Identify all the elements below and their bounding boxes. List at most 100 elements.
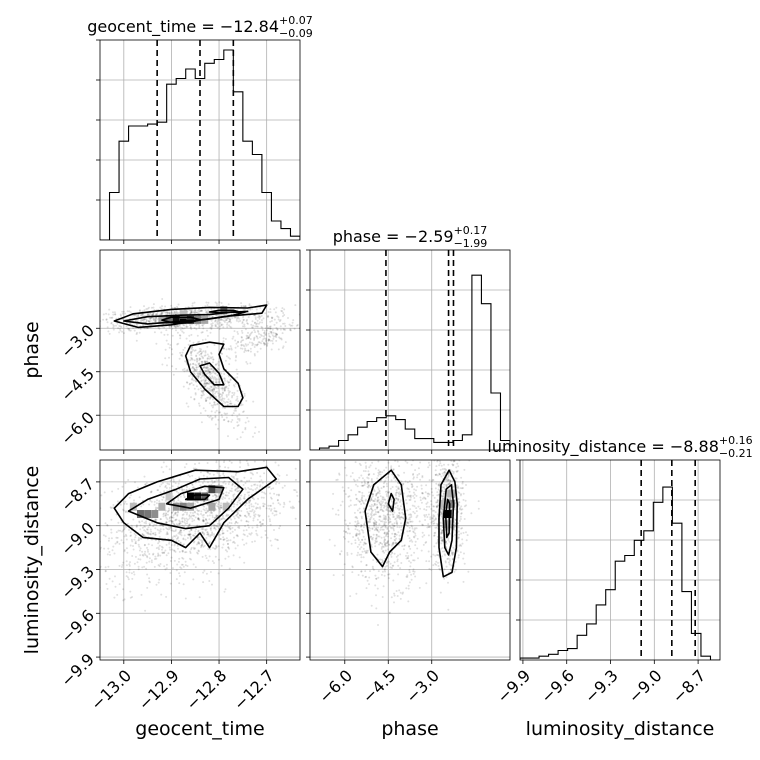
sample-point bbox=[217, 418, 220, 421]
sample-point bbox=[222, 515, 225, 518]
sample-point bbox=[228, 348, 231, 351]
sample-point bbox=[425, 509, 428, 511]
sample-point bbox=[244, 487, 247, 489]
sample-point bbox=[398, 508, 401, 511]
sample-point bbox=[92, 324, 94, 326]
sample-point bbox=[183, 324, 186, 327]
sample-point bbox=[232, 412, 235, 415]
sample-point bbox=[448, 481, 451, 484]
sample-point bbox=[253, 460, 256, 463]
sample-point bbox=[367, 515, 370, 518]
sample-point bbox=[202, 379, 205, 381]
sample-point bbox=[111, 316, 114, 319]
sample-point bbox=[267, 302, 270, 305]
sample-point bbox=[123, 598, 126, 601]
sample-point bbox=[271, 342, 274, 345]
sample-point bbox=[397, 516, 400, 519]
sample-point bbox=[179, 324, 181, 326]
sample-point bbox=[199, 350, 202, 353]
sample-point bbox=[397, 499, 400, 502]
sample-point bbox=[173, 310, 176, 313]
sample-point bbox=[433, 532, 436, 535]
sample-point bbox=[199, 484, 202, 487]
sample-point bbox=[183, 495, 186, 498]
sample-point bbox=[295, 491, 298, 494]
sample-point bbox=[450, 430, 452, 432]
sample-point bbox=[452, 546, 455, 549]
sample-point bbox=[436, 505, 439, 508]
sample-point bbox=[257, 341, 260, 344]
sample-point bbox=[127, 328, 130, 331]
sample-point bbox=[139, 537, 142, 540]
sample-point bbox=[203, 505, 206, 508]
sample-point bbox=[196, 312, 199, 315]
sample-point bbox=[283, 503, 286, 506]
sample-point bbox=[375, 541, 377, 543]
sample-point bbox=[236, 395, 239, 398]
sample-point bbox=[178, 575, 181, 577]
sample-point bbox=[176, 524, 179, 527]
sample-point bbox=[205, 366, 208, 369]
sample-point bbox=[154, 518, 157, 521]
sample-point bbox=[378, 471, 381, 474]
sample-point bbox=[175, 311, 178, 314]
sample-point bbox=[443, 486, 446, 489]
sample-point bbox=[278, 527, 281, 530]
sample-point bbox=[188, 533, 191, 536]
sample-point bbox=[189, 326, 192, 329]
sample-point bbox=[175, 569, 178, 572]
sample-point bbox=[360, 560, 363, 563]
sample-point bbox=[374, 467, 377, 470]
sample-point bbox=[220, 387, 223, 390]
sample-point bbox=[197, 542, 199, 545]
sample-point bbox=[277, 464, 280, 467]
sample-point bbox=[200, 540, 203, 543]
panel-content bbox=[310, 250, 510, 450]
sample-point bbox=[391, 523, 394, 526]
sample-point bbox=[238, 419, 241, 422]
sample-point bbox=[247, 316, 250, 319]
sample-point bbox=[228, 384, 231, 387]
sample-point bbox=[212, 546, 215, 549]
sample-point bbox=[259, 336, 261, 339]
sample-point bbox=[143, 475, 146, 478]
sample-point bbox=[197, 517, 200, 520]
sample-point bbox=[97, 523, 99, 525]
sample-point bbox=[328, 538, 331, 541]
sample-point bbox=[209, 371, 212, 374]
sample-point bbox=[235, 319, 238, 322]
sample-point bbox=[262, 496, 265, 499]
sample-point bbox=[187, 474, 190, 476]
sample-point bbox=[201, 390, 203, 393]
sample-point bbox=[370, 543, 373, 546]
sample-point bbox=[219, 533, 222, 536]
sample-point bbox=[216, 378, 218, 381]
sample-point bbox=[157, 555, 159, 557]
sample-point bbox=[138, 538, 141, 541]
sample-point bbox=[218, 519, 221, 522]
sample-point bbox=[460, 527, 463, 530]
sample-point bbox=[152, 313, 155, 316]
sample-point bbox=[261, 491, 264, 494]
sample-point bbox=[185, 402, 188, 405]
sample-point bbox=[288, 323, 291, 326]
sample-point bbox=[401, 592, 404, 595]
sample-point bbox=[405, 521, 408, 524]
sample-point bbox=[270, 504, 272, 507]
sample-point bbox=[376, 540, 379, 543]
sample-point bbox=[253, 510, 256, 513]
sample-point bbox=[357, 539, 360, 541]
sample-point bbox=[133, 499, 135, 502]
sample-point bbox=[226, 321, 229, 324]
sample-point bbox=[455, 477, 458, 480]
sample-point bbox=[217, 360, 220, 363]
sample-point bbox=[232, 454, 234, 456]
sample-point bbox=[234, 407, 237, 410]
sample-point bbox=[385, 533, 388, 536]
sample-point bbox=[204, 378, 207, 381]
sample-point bbox=[190, 352, 192, 355]
sample-point bbox=[191, 366, 194, 369]
sample-point bbox=[470, 512, 473, 515]
sample-point bbox=[148, 318, 151, 320]
sample-point bbox=[206, 533, 209, 536]
